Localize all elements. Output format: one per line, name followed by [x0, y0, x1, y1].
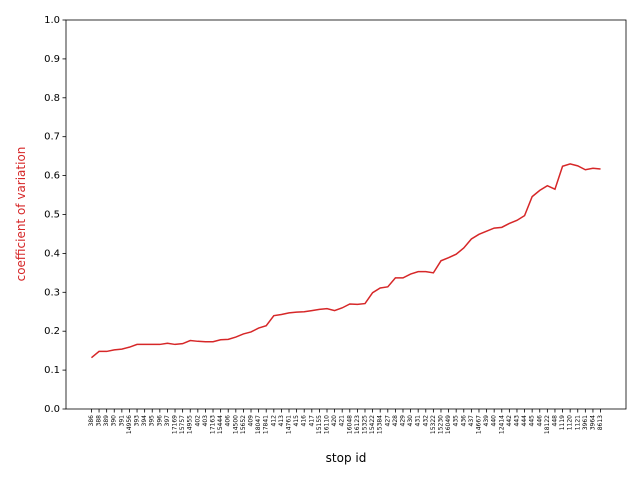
x-tick-label: 12414	[498, 415, 505, 434]
x-tick-label: 406	[225, 415, 232, 427]
x-tick-label: 15652	[240, 415, 247, 434]
x-tick-label: 415	[293, 415, 300, 427]
x-tick-label: 15757	[179, 415, 186, 434]
x-tick-label: 1120	[567, 415, 574, 430]
y-tick-label: 0.5	[44, 210, 60, 221]
line	[90, 163, 601, 359]
x-tick-label: 417	[308, 415, 315, 427]
x-tick-label: 386	[88, 415, 95, 427]
x-tick-label: 427	[384, 415, 391, 427]
x-tick-label: 17169	[172, 415, 179, 434]
x-tick-label: 440	[491, 415, 498, 427]
y-tick-label: 0.3	[44, 287, 60, 298]
x-tick-label: 394	[141, 415, 148, 427]
y-tick-label: 0.4	[44, 248, 60, 259]
x-tick-label: 444	[521, 415, 528, 427]
x-tick-label: 17841	[263, 415, 270, 434]
x-tick-label: 16110	[324, 415, 331, 434]
x-tick-label: 396	[156, 415, 163, 427]
x-tick-label: 409	[248, 415, 255, 427]
x-tick-label: 432	[422, 415, 429, 427]
x-tick-label: 437	[468, 415, 475, 427]
x-tick-label: 402	[194, 415, 201, 427]
x-tick-label: 412	[270, 415, 277, 427]
x-tick-label: 391	[118, 415, 125, 427]
x-tick-label: 442	[506, 415, 513, 427]
x-tick-label: 15384	[377, 415, 384, 434]
x-tick-label: 17163	[210, 415, 217, 434]
x-tick-label: 14500	[232, 415, 239, 434]
x-tick-label: 420	[331, 415, 338, 427]
x-tick-label: 18122	[544, 415, 551, 434]
x-tick-label: 16049	[445, 415, 452, 434]
x-tick-label: 439	[483, 415, 490, 427]
y-tick-label: 0.0	[44, 404, 60, 415]
y-tick-label: 0.6	[44, 171, 60, 182]
x-tick-label: 443	[513, 415, 520, 427]
x-tick-label: 14761	[286, 415, 293, 434]
x-tick-label: 3961	[582, 415, 589, 430]
y-axis-label: coefficient of variation	[14, 147, 28, 282]
x-tick-label: 14955	[187, 415, 194, 434]
x-tick-label: 8613	[597, 415, 604, 430]
x-tick-label: 389	[103, 415, 110, 427]
y-tick-label: 0.9	[44, 54, 60, 65]
x-tick-label: 14956	[126, 415, 133, 434]
x-tick-label: 15155	[316, 415, 323, 434]
x-tick-label: 416	[301, 415, 308, 427]
x-tick-label: 395	[149, 415, 156, 427]
x-tick-label: 446	[536, 415, 543, 427]
y-tick-label: 1.0	[44, 15, 60, 26]
x-tick-label: 18047	[255, 415, 262, 434]
x-tick-label: 15230	[437, 415, 444, 434]
y-tick-label: 0.1	[44, 365, 60, 376]
x-tick-label: 388	[96, 415, 103, 427]
x-tick-label: 15444	[217, 415, 224, 434]
x-tick-label: 15325	[361, 415, 368, 434]
x-tick-label: 429	[399, 415, 406, 427]
x-tick-label: 403	[202, 415, 209, 427]
x-tick-label: 421	[339, 415, 346, 427]
x-axis-label: stop id	[326, 451, 367, 465]
x-tick-label: 413	[278, 415, 285, 427]
x-tick-label: 15422	[369, 415, 376, 434]
y-tick-label: 0.7	[44, 132, 60, 143]
y-tick-label: 0.8	[44, 93, 60, 104]
x-tick-label: 16048	[346, 415, 353, 434]
x-tick-label: 428	[392, 415, 399, 427]
x-tick-label: 393	[134, 415, 141, 427]
x-tick-label: 445	[529, 415, 536, 427]
x-tick-label: 431	[415, 415, 422, 427]
x-tick-label: 14667	[475, 415, 482, 434]
plot-frame	[65, 19, 627, 410]
x-tick-label: 1121	[574, 415, 581, 430]
x-tick-label: 430	[407, 415, 414, 427]
x-tick-label: 448	[551, 415, 558, 427]
x-tick-label: 1119	[559, 415, 566, 430]
x-tick-label: 436	[460, 415, 467, 427]
y-tick-label: 0.2	[44, 326, 60, 337]
x-tick-label: 15322	[430, 415, 437, 434]
x-tick-label: 16123	[354, 415, 361, 434]
x-tick-label: 397	[164, 415, 171, 427]
x-tick-label: 3964	[589, 415, 596, 430]
x-tick-label: 435	[453, 415, 460, 427]
x-tick-label: 390	[111, 415, 118, 427]
